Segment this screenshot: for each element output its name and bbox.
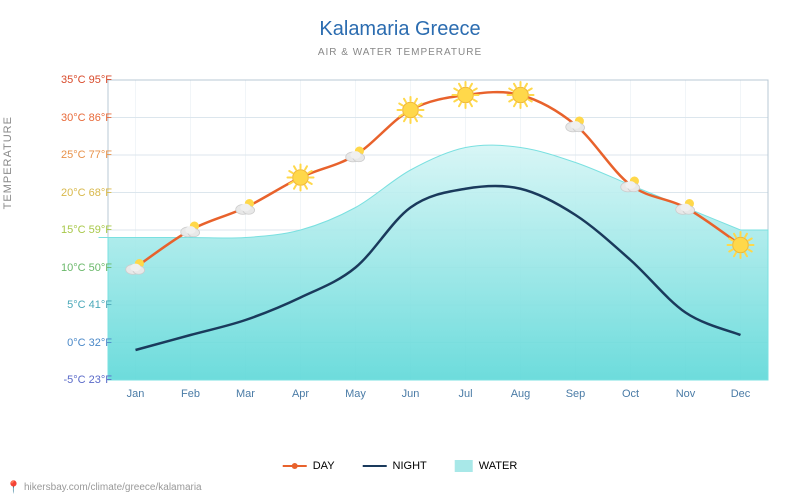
x-tick: Dec [731,388,751,400]
x-tick: Apr [292,388,309,400]
x-tick: Feb [181,388,200,400]
x-tick: Aug [511,388,531,400]
x-tick: May [345,388,366,400]
y-tick: 30°C 86°F [12,112,112,124]
legend-water-label: WATER [479,460,518,472]
pin-icon: 📍 [6,480,21,494]
footer-text: hikersbay.com/climate/greece/kalamaria [24,482,202,493]
y-tick: 5°C 41°F [12,299,112,311]
y-tick: 15°C 59°F [12,224,112,236]
chart-svg [98,70,778,430]
x-tick: Jul [458,388,472,400]
legend-day: DAY [283,460,335,472]
y-tick: 35°C 95°F [12,74,112,86]
legend: DAY NIGHT WATER [283,460,518,472]
y-tick: 25°C 77°F [12,149,112,161]
y-tick: 10°C 50°F [12,262,112,274]
legend-night-label: NIGHT [393,460,427,472]
legend-night: NIGHT [363,460,427,472]
x-tick: Mar [236,388,255,400]
x-tick: Nov [676,388,696,400]
chart-area [98,70,778,430]
chart-title: Kalamaria Greece [0,0,800,41]
x-tick: Oct [622,388,639,400]
footer-attribution: 📍hikersbay.com/climate/greece/kalamaria [6,480,202,494]
y-tick: 20°C 68°F [12,187,112,199]
legend-water: WATER [455,460,518,472]
y-tick: -5°C 23°F [12,374,112,386]
x-tick: Jun [402,388,420,400]
chart-subtitle: AIR & WATER TEMPERATURE [0,47,800,58]
y-tick: 0°C 32°F [12,337,112,349]
legend-day-label: DAY [313,460,335,472]
x-tick: Jan [127,388,145,400]
x-tick: Sep [566,388,586,400]
